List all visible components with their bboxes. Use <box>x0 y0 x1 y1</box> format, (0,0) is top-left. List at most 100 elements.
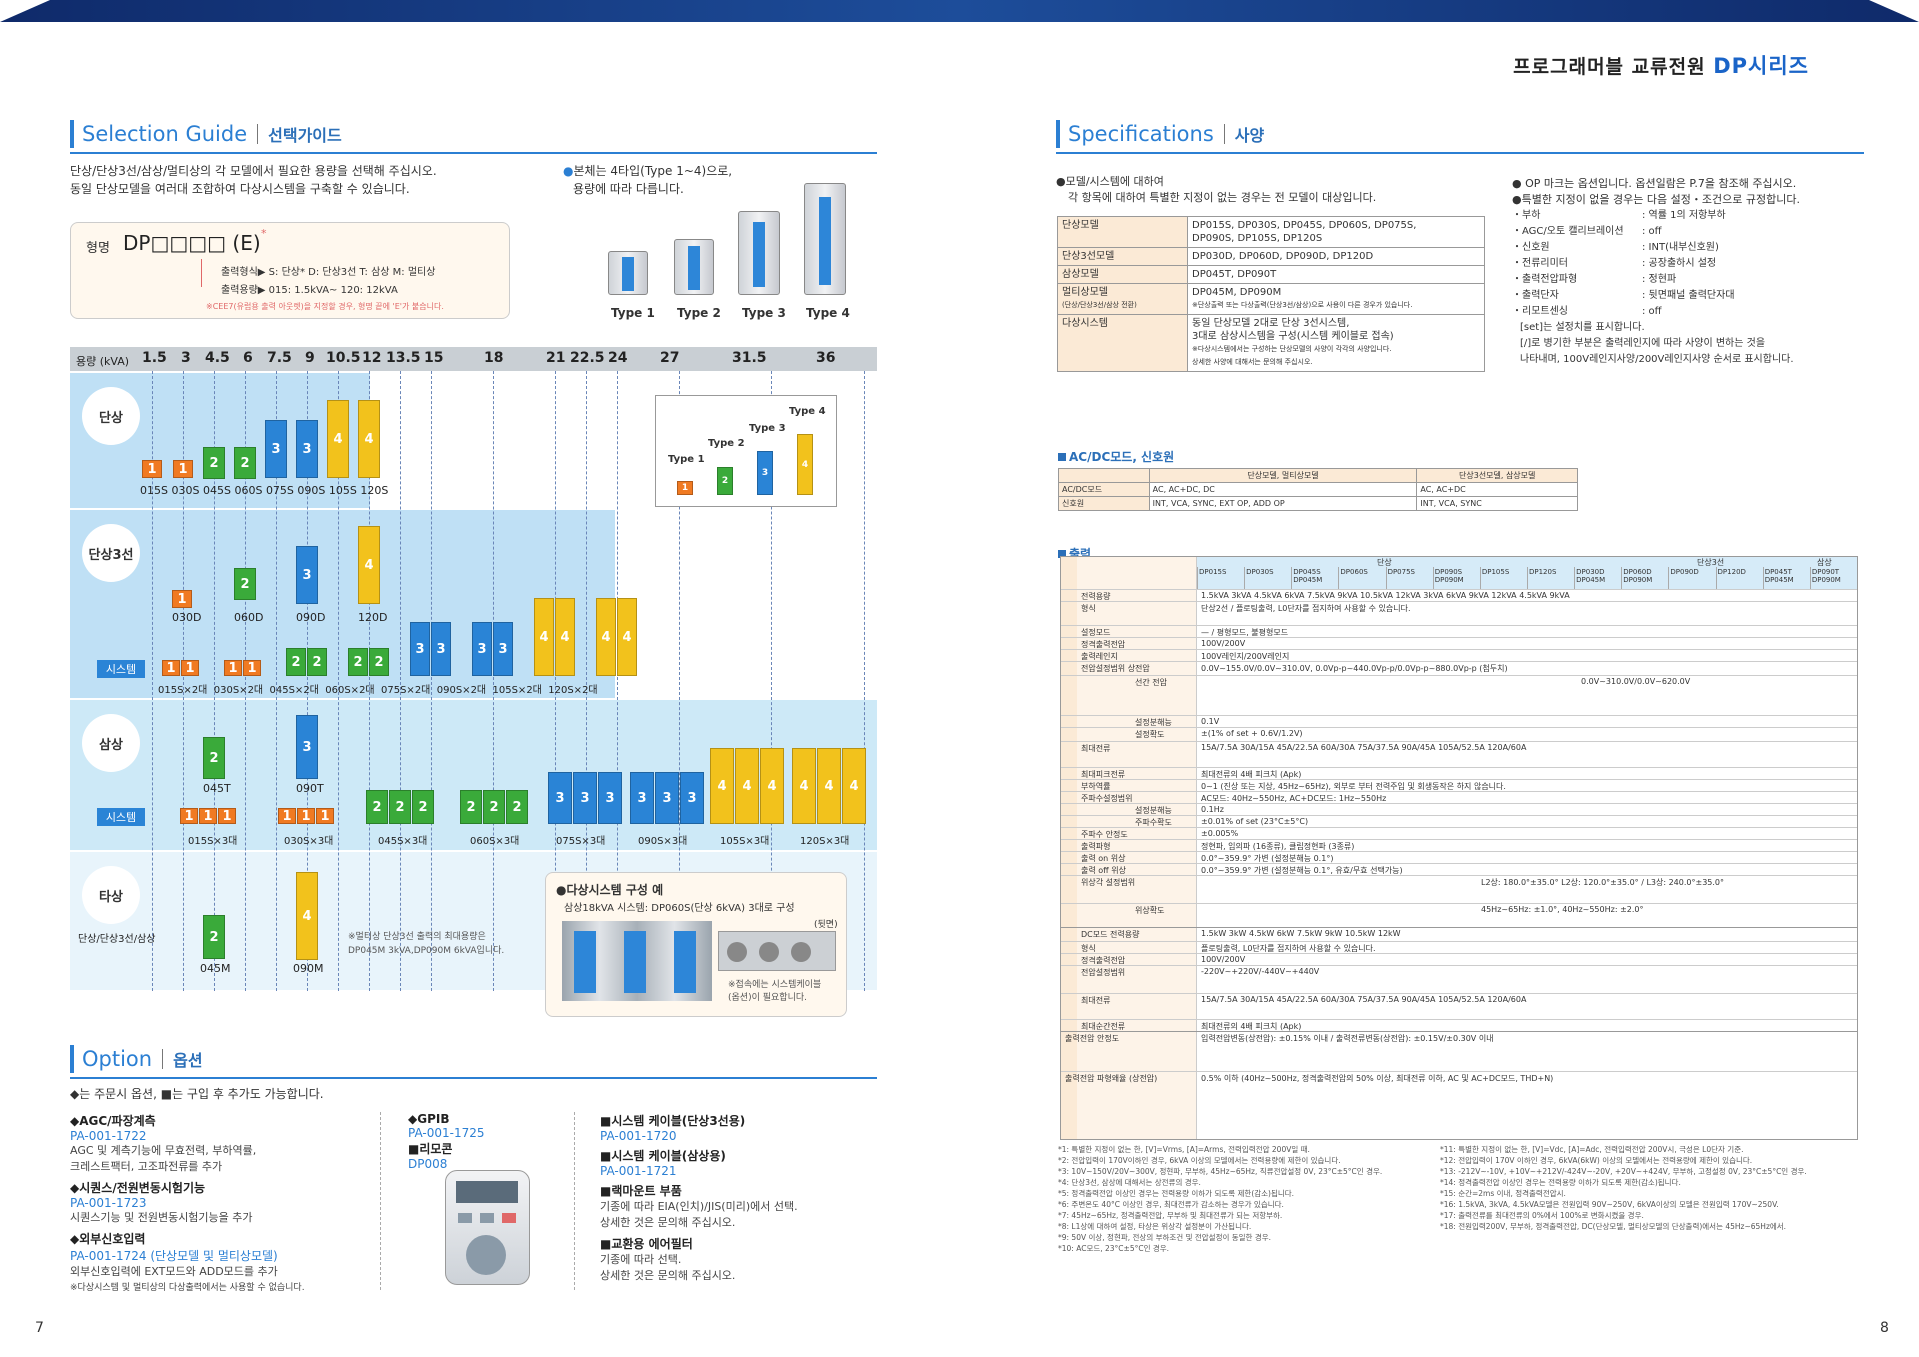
block-type4: 4 <box>534 598 554 676</box>
capacity-label: 용량 (kVA) <box>76 355 130 368</box>
option-desc: 외부신호입력에 EXT모드와 ADD모드를 추가 <box>70 1265 278 1278</box>
block-type2: 2 <box>203 737 225 779</box>
model-value: DP015S, DP030S, DP045S, DP060S, DP075S, D… <box>1187 216 1485 248</box>
block-type3: 3 <box>296 715 318 779</box>
option-heading: ◆AGC/파장계측 <box>70 1114 156 1128</box>
option-heading: ■리모콘 <box>408 1142 453 1156</box>
cap-tick: 24 <box>608 350 628 366</box>
option-heading: ■랙마운트 부품 <box>600 1184 682 1198</box>
block-type4: 4 <box>296 872 318 960</box>
cap-tick: 7.5 <box>267 350 292 366</box>
cap-tick: 27 <box>660 350 680 366</box>
brand-title: 프로그래머블 교류전원 DP시리즈 <box>1513 54 1809 78</box>
block-type2: 2 <box>203 447 225 479</box>
guide-title-ko: 선택가이드 <box>268 126 342 145</box>
capacity-gridline <box>400 371 401 991</box>
page-number-right: 8 <box>1880 1320 1889 1336</box>
cap-tick: 22.5 <box>570 350 605 366</box>
option-col3: ■시스템 케이블(단상3선용) PA-001-1720 ■시스템 케이블(삼상용… <box>600 1112 880 1284</box>
option-heading: ■시스템 케이블(단상3선용) <box>600 1114 746 1128</box>
capacity-gridline <box>214 371 215 991</box>
capacity-gridline <box>555 371 556 991</box>
legend-type2: Type 2 <box>708 438 745 449</box>
three-sys: 030S×3대 <box>284 836 334 847</box>
model-code-box: 형명 DP□□□□ (E) * 출력형식▶ S: 단상* D: 단상3선 T: … <box>70 222 510 319</box>
multi-model: 090M <box>293 962 324 975</box>
cap-tick: 15 <box>424 350 444 366</box>
three-sys: 015S×3대 <box>188 836 238 847</box>
option-heading: ■시스템 케이블(삼상용) <box>600 1149 726 1163</box>
capacity-gridline <box>617 371 618 991</box>
footnotes-left: *1: 특별한 지정이 없는 한, [V]=Vrms, [A]=Arms, 전력… <box>1058 1145 1383 1253</box>
acdc-table: 단상모델, 멀티상모델 단상3선모델, 삼상모델 AC/DC모드 AC, AC+DC… <box>1058 468 1578 511</box>
option-title-en: Option <box>82 1047 153 1071</box>
type-legend-box: Type 4 Type 3 Type 2 Type 1 1 2 3 4 <box>655 395 837 507</box>
option-desc: 크레스트팩터, 고조파전류를 추가 <box>70 1160 223 1173</box>
option-desc: 기종에 따라 선택. <box>600 1253 682 1266</box>
example-back-label: (뒷면) <box>814 920 838 930</box>
model-value: DP030D, DP060D, DP090D, DP120D <box>1187 247 1485 266</box>
block-type1: 1 <box>173 460 193 478</box>
footnotes-right: *11: 특별한 지정이 없는 한, [V]=Vdc, [A]=Adc, 전력입… <box>1440 1145 1807 1231</box>
capacity-gridline <box>152 371 153 991</box>
block-type2: 2 <box>234 568 256 600</box>
block-type2: 2 <box>348 648 368 676</box>
multi-note: ※멀티상 단상3선 출력의 최대용량은 DP045M 3kVA,DP090M 6k… <box>348 932 505 956</box>
capacity-gridline <box>586 371 587 991</box>
block-type3: 3 <box>431 622 451 676</box>
three-sys: 075S×3대 <box>556 836 606 847</box>
option-desc: 시퀀스기능 및 전원변동시험기능을 추가 <box>70 1211 253 1224</box>
system-tag: 시스템 <box>97 660 145 678</box>
row-multi-label: 타상 <box>82 866 140 924</box>
cap-tick: 9 <box>305 350 315 366</box>
option-intro: ◆는 주문시 옵션, ■는 구입 후 추가도 가능합니다. <box>70 1087 324 1101</box>
block-type3: 3 <box>410 622 430 676</box>
example-note: ※접속에는 시스템케이블 (옵션)이 필요합니다. <box>728 980 822 1003</box>
block-type4: 4 <box>735 748 759 824</box>
block-type1: 1 <box>218 808 236 824</box>
spec-title-ko: 사양 <box>1234 126 1265 145</box>
guide-intro: 단상/단상3선/삼상/멀티상의 각 모델에서 필요한 용량을 선택해 주십시오.… <box>70 164 437 196</box>
block-type4: 4 <box>327 400 349 478</box>
three-model: 045T <box>203 782 231 795</box>
option-code: DP008 <box>408 1157 448 1171</box>
block-type3: 3 <box>296 420 318 478</box>
capacity-gridline <box>771 371 772 991</box>
model-key: 삼상모델 <box>1057 265 1188 284</box>
option-code: PA-001-1723 <box>70 1196 147 1210</box>
block-type3: 3 <box>680 772 704 824</box>
block-type4: 4 <box>817 748 841 824</box>
block-type4: 4 <box>760 748 784 824</box>
block-type1: 1 <box>180 808 198 824</box>
type1-cabinet <box>608 251 648 295</box>
row-single-label: 단상 <box>82 387 140 445</box>
model-asterisk: * <box>261 227 267 240</box>
spec-models-note: ●모델/시스템에 대하여 각 항목에 대하여 특별한 지정이 없는 경우는 전 모… <box>1056 175 1377 204</box>
option-desc: 상세한 것은 문의해 주십시오. <box>600 1216 736 1229</box>
system-example-box: ●다상시스템 구성 예 삼상18kVA 시스템: DP060S(단상 6kVA)… <box>545 872 847 1017</box>
row-multi-sublabel: 단상/단상3선/삼상 <box>78 934 156 945</box>
selection-guide-header: Selection Guide 선택가이드 <box>70 120 877 154</box>
block-type2: 2 <box>412 790 434 824</box>
legend-block2: 2 <box>717 467 733 495</box>
multi-model: 045M <box>200 962 231 975</box>
three-sys: 090S×3대 <box>638 836 688 847</box>
cap-tick: 12 <box>362 350 382 366</box>
model-label: 형명 <box>86 241 110 256</box>
option-code: PA-001-1724 (단상모델 및 멀티상모델) <box>70 1249 278 1263</box>
block-type2: 2 <box>366 790 388 824</box>
model-value: DP045T, DP090T <box>1187 265 1485 284</box>
capacity-gridline <box>245 371 246 991</box>
series-name: DP시리즈 <box>1713 54 1809 78</box>
capacity-gridline <box>276 371 277 991</box>
block-type1: 1 <box>172 590 192 608</box>
option-desc: 기종에 따라 EIA(인치)/JIS(미리)에서 선택. <box>600 1200 798 1213</box>
output-model-header: DP015S DP030S DP045S DP045M DP060S DP075S DP0… <box>1197 567 1857 589</box>
page-number-left: 7 <box>35 1320 44 1336</box>
block-type2: 2 <box>286 648 306 676</box>
option-code: PA-001-1720 <box>600 1129 677 1143</box>
example-cabinets-image <box>562 921 712 1001</box>
block-type4: 4 <box>555 598 575 676</box>
block-type1: 1 <box>142 460 162 478</box>
tw-model: 030D <box>172 611 202 624</box>
